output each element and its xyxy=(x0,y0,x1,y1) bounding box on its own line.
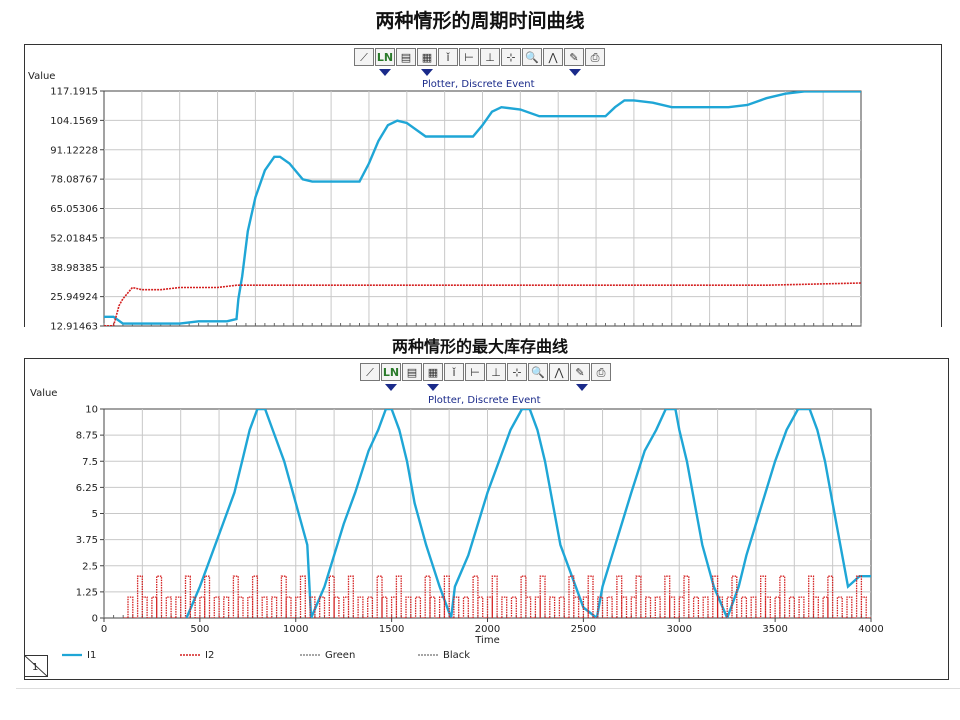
y-tick-label: 91.12228 xyxy=(50,145,98,156)
y-axis-label-bottom: Value xyxy=(30,388,58,399)
line-chart-icon[interactable]: ⟋ xyxy=(360,363,380,381)
divider xyxy=(16,688,960,689)
pencil-icon[interactable]: ✎ xyxy=(564,48,584,66)
y-tick-label: 117.1915 xyxy=(50,87,98,98)
chart-title-cycle-time: 两种情形的周期时间曲线 xyxy=(375,10,585,32)
x-tick-label: 3000 xyxy=(667,624,692,635)
crosshair-icon[interactable]: ⊹ xyxy=(501,48,521,66)
legend-label: Green xyxy=(325,650,355,661)
legend-label: I2 xyxy=(205,650,214,661)
plot-subtitle-bottom: Plotter, Discrete Event xyxy=(428,395,541,406)
line-chart-icon[interactable]: ⟋ xyxy=(354,48,374,66)
x-tick-label: 2000 xyxy=(475,624,500,635)
y-tick-label: 3.75 xyxy=(76,535,98,546)
axis-x-icon[interactable]: ⊢ xyxy=(465,363,485,381)
chart-title-max-inventory: 两种情形的最大库存曲线 xyxy=(391,337,568,356)
toolbar-marker xyxy=(385,384,397,391)
series-line-i1 xyxy=(104,91,861,325)
y-axis-label-top: Value xyxy=(28,71,56,82)
y-tick-label: 12.91463 xyxy=(50,322,98,333)
y-tick-label: 0 xyxy=(92,614,98,625)
series-line-i2 xyxy=(123,575,871,618)
axis-y-icon[interactable]: ⊥ xyxy=(486,363,506,381)
axis-y-icon[interactable]: ⊥ xyxy=(480,48,500,66)
grid-icon[interactable]: ▦ xyxy=(423,363,443,381)
y-tick-label: 25.94924 xyxy=(50,292,98,303)
series-line-i2 xyxy=(104,282,861,326)
log-scale-icon[interactable]: LN xyxy=(381,363,401,381)
toolbar-marker xyxy=(569,69,581,76)
data-table-icon[interactable]: ▤ xyxy=(396,48,416,66)
y-tick-label: 6.25 xyxy=(76,483,98,494)
print-icon[interactable]: ⎙ xyxy=(591,363,611,381)
y-tick-label: 104.1569 xyxy=(50,116,98,127)
page-corner: 1 xyxy=(24,655,48,677)
toolbar-marker xyxy=(576,384,588,391)
crosshair-icon[interactable]: ⊹ xyxy=(507,363,527,381)
axis-x-icon[interactable]: ⊢ xyxy=(459,48,479,66)
grid-icon[interactable]: ▦ xyxy=(417,48,437,66)
y-tick-label: 78.08767 xyxy=(50,175,98,186)
zoom-icon[interactable]: 🔍 xyxy=(522,48,542,66)
y-tick-label: 8.75 xyxy=(76,431,98,442)
y-tick-label: 5 xyxy=(92,509,98,520)
y-tick-label: 10 xyxy=(85,405,98,416)
toolbar-marker xyxy=(379,69,391,76)
toolbar-marker xyxy=(427,384,439,391)
y-tick-label: 1.25 xyxy=(76,587,98,598)
plot-style-icon[interactable]: ⋀ xyxy=(549,363,569,381)
toolbar-marker xyxy=(421,69,433,76)
y-tick-label: 7.5 xyxy=(82,457,98,468)
legend-label: Black xyxy=(443,650,470,661)
zoom-icon[interactable]: 🔍 xyxy=(528,363,548,381)
print-icon[interactable]: ⎙ xyxy=(585,48,605,66)
y-tick-label: 65.05306 xyxy=(50,204,98,215)
marker-pin-icon[interactable]: ǐ xyxy=(444,363,464,381)
legend-label: I1 xyxy=(87,650,96,661)
x-tick-label: 4000 xyxy=(858,624,883,635)
pencil-icon[interactable]: ✎ xyxy=(570,363,590,381)
x-tick-label: 0 xyxy=(101,624,107,635)
marker-pin-icon[interactable]: ǐ xyxy=(438,48,458,66)
y-tick-label: 52.01845 xyxy=(50,233,98,244)
plotter-toolbar-top: ⟋ LN ▤ ▦ ǐ ⊢ ⊥ ⊹ 🔍 ⋀ ✎ ⎙ xyxy=(354,48,606,66)
x-tick-label: 3500 xyxy=(762,624,787,635)
data-table-icon[interactable]: ▤ xyxy=(402,363,422,381)
plot-style-icon[interactable]: ⋀ xyxy=(543,48,563,66)
y-tick-label: 38.98385 xyxy=(50,263,98,274)
plotter-toolbar-bottom: ⟋ LN ▤ ▦ ǐ ⊢ ⊥ ⊹ 🔍 ⋀ ✎ ⎙ xyxy=(360,363,612,381)
x-tick-label: 500 xyxy=(190,624,209,635)
log-scale-icon[interactable]: LN xyxy=(375,48,395,66)
corner-label: 1 xyxy=(32,662,39,673)
x-tick-label: 2500 xyxy=(571,624,596,635)
plot-subtitle-top: Plotter, Discrete Event xyxy=(422,79,535,90)
x-tick-label: 1000 xyxy=(283,624,308,635)
y-tick-label: 2.5 xyxy=(82,561,98,572)
x-axis-label: Time xyxy=(474,635,499,646)
series-line-i1 xyxy=(185,409,871,618)
x-tick-label: 1500 xyxy=(379,624,404,635)
